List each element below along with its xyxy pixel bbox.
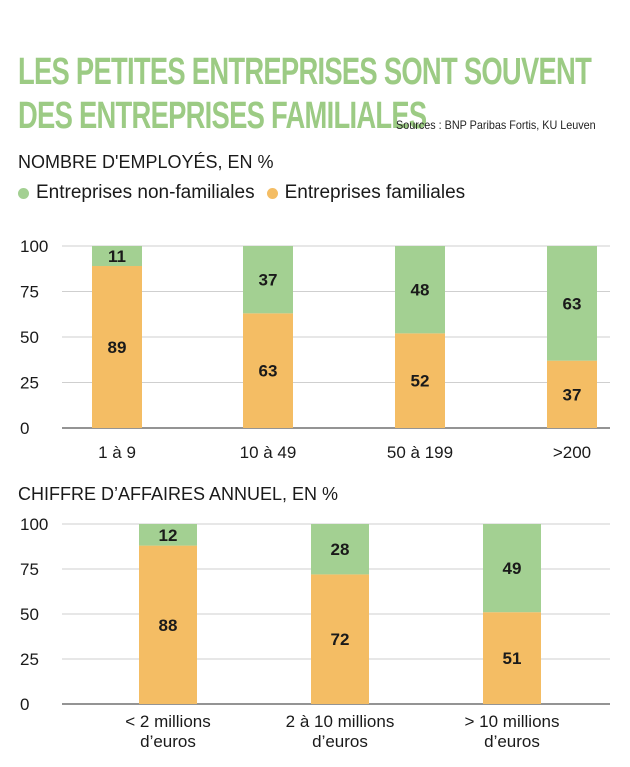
chart-1-category-label-2: 50 à 199 xyxy=(387,443,453,462)
chart-1-ytick-100: 100 xyxy=(20,237,48,256)
chart-1-ytick-0: 0 xyxy=(20,419,29,438)
chart-2-ytick-75: 75 xyxy=(20,560,39,579)
chart-1-title: NOMBRE D'EMPLOYÉS, EN % xyxy=(18,152,274,172)
legend-item-non-familiales: Entreprises non-familiales xyxy=(18,182,255,204)
chart-2-value-label-2-series-1: 49 xyxy=(503,559,522,578)
legend-label-non-familiales: Entreprises non-familiales xyxy=(36,182,255,203)
chart-2-bar-2-series-1 xyxy=(483,524,541,613)
legend-swatch-non-familiales xyxy=(18,187,29,199)
chart-2-value-label-0-series-0: 88 xyxy=(159,616,178,635)
chart-2-value-label-2-series-0: 51 xyxy=(503,649,522,668)
chart-1-value-label-3-series-0: 37 xyxy=(563,385,582,404)
chart-1-bar-2-series-0 xyxy=(395,333,445,428)
chart-2-bar-0-series-0 xyxy=(139,545,197,704)
chart-2-value-label-1-series-0: 72 xyxy=(331,630,350,649)
chart-1-value-label-0-series-1: 11 xyxy=(108,247,126,266)
chart-2-category-label-1-line-0: 2 à 10 millions xyxy=(286,712,395,731)
chart-2-bar-2-series-0 xyxy=(483,612,541,704)
chart-1-bar-0-series-1 xyxy=(92,246,142,267)
chart-1-value-label-0-series-0: 89 xyxy=(108,338,127,357)
chart-1-category-label-0: 1 à 9 xyxy=(98,443,136,462)
chart-1-ytick-25: 25 xyxy=(20,374,39,393)
chart-1-bar-3-series-0 xyxy=(547,360,597,428)
chart-1-ytick-50: 50 xyxy=(20,328,39,347)
source-note: Sources : BNP Paribas Fortis, KU Leuven xyxy=(396,118,596,132)
chart-2-value-label-0-series-1: 12 xyxy=(159,526,178,545)
chart-2-bar-0-series-1 xyxy=(139,524,197,546)
chart-2-category-label-1-line-1: d’euros xyxy=(312,732,368,751)
chart-1-bar-3-series-1 xyxy=(547,246,597,361)
chart-2-bar-1-series-1 xyxy=(311,524,369,575)
chart-1-value-label-1-series-0: 63 xyxy=(259,362,278,381)
chart-1-bar-2-series-1 xyxy=(395,246,445,334)
chart-1-bar-0-series-0 xyxy=(92,266,142,428)
chart-1-value-label-2-series-1: 48 xyxy=(411,281,430,300)
chart-1-category-label-1: 10 à 49 xyxy=(240,443,297,462)
chart-title-line2: DES ENTREPRISES FAMILIALES xyxy=(18,95,427,137)
legend-item-familiales: Entreprises familiales xyxy=(266,182,466,204)
chart-2-ytick-25: 25 xyxy=(20,650,39,669)
chart-1-category-label-3: >200 xyxy=(553,443,591,462)
legend-label-familiales: Entreprises familiales xyxy=(284,182,466,203)
legend: Entreprises non-familiales Entreprises f… xyxy=(18,182,477,204)
chart-1-bar-1-series-1 xyxy=(243,246,293,314)
chart-2-category-label-2-line-1: d’euros xyxy=(484,732,540,751)
chart-2-category-label-0-line-0: < 2 millions xyxy=(125,712,211,731)
chart-1-value-label-2-series-0: 52 xyxy=(411,372,430,391)
chart-1-bar-1-series-0 xyxy=(243,313,293,428)
chart-2-title: CHIFFRE D’AFFAIRES ANNUEL, EN % xyxy=(18,484,338,504)
chart-1-value-label-3-series-1: 63 xyxy=(563,294,582,313)
chart-2-category-label-0-line-1: d’euros xyxy=(140,732,196,751)
chart-2-value-label-1-series-1: 28 xyxy=(331,540,350,559)
chart-2-bar-1-series-0 xyxy=(311,574,369,704)
chart-1-value-label-1-series-1: 37 xyxy=(259,271,278,290)
legend-swatch-familiales xyxy=(266,187,278,199)
chart-2-ytick-0: 0 xyxy=(20,695,29,714)
chart-2-ytick-100: 100 xyxy=(20,515,48,534)
chart-title-line1: LES PETITES ENTREPRISES SONT SOUVENT xyxy=(18,51,592,93)
chart-title: LES PETITES ENTREPRISES SONT SOUVENT DES… xyxy=(18,50,592,138)
chart-2-category-label-2-line-0: > 10 millions xyxy=(465,712,560,731)
chart-1-ytick-75: 75 xyxy=(20,283,39,302)
chart-2-ytick-50: 50 xyxy=(20,605,39,624)
